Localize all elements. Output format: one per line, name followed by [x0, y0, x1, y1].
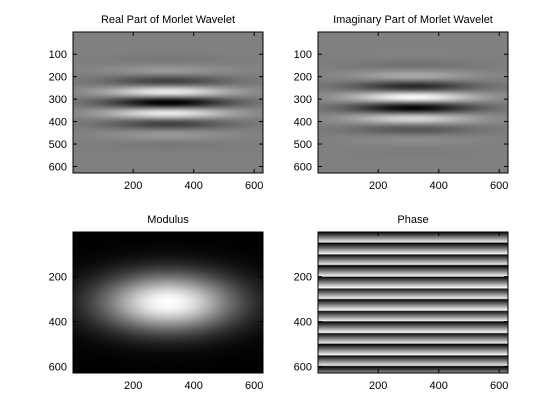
y-tick-label: 600 — [49, 361, 67, 373]
axes-frame — [72, 231, 264, 374]
subplot-title: Modulus — [147, 214, 189, 226]
x-tick-label: 600 — [245, 380, 263, 392]
x-tick-label: 200 — [124, 380, 142, 392]
subplot-title: Real Part of Morlet Wavelet — [101, 14, 235, 26]
y-tick-label: 600 — [294, 361, 312, 373]
subplot-2: Imaginary Part of Morlet Wavelet 200 400 60… — [294, 14, 509, 192]
subplot-title: Phase — [397, 214, 428, 226]
y-tick-label: 500 — [294, 139, 312, 151]
axes-frame — [72, 31, 264, 174]
axes-frame — [317, 31, 509, 174]
y-tick-label: 100 — [49, 49, 67, 61]
x-tick-label: 400 — [430, 180, 448, 192]
y-tick-label: 200 — [294, 72, 312, 84]
subplot-3: Modulus 200 400 600 200 400 600 — [49, 214, 264, 392]
y-tick-label: 400 — [49, 117, 67, 129]
x-tick-label: 600 — [245, 180, 263, 192]
y-tick-label: 200 — [294, 272, 312, 284]
y-tick-label: 200 — [49, 272, 67, 284]
subplot-title: Imaginary Part of Morlet Wavelet — [333, 14, 493, 26]
x-tick-label: 200 — [124, 180, 142, 192]
subplot-1: Real Part of Morlet Wavelet 200 400 600 100 2… — [49, 14, 264, 192]
y-tick-label: 400 — [294, 117, 312, 129]
y-tick-label: 500 — [49, 139, 67, 151]
x-tick-label: 400 — [185, 380, 203, 392]
x-tick-label: 200 — [369, 380, 387, 392]
y-tick-label: 300 — [294, 94, 312, 106]
axes-frame — [317, 231, 509, 374]
y-tick-label: 400 — [49, 317, 67, 329]
subplot-4: Phase 200 400 600 200 400 600 — [294, 214, 509, 392]
heatmap-image — [73, 32, 263, 173]
x-tick-label: 600 — [490, 380, 508, 392]
x-tick-label: 200 — [369, 180, 387, 192]
y-tick-label: 200 — [49, 72, 67, 84]
y-tick-label: 400 — [294, 317, 312, 329]
y-tick-label: 600 — [49, 161, 67, 173]
y-tick-label: 100 — [294, 49, 312, 61]
heatmap-image — [318, 232, 508, 373]
x-tick-label: 600 — [490, 180, 508, 192]
heatmap-image — [73, 232, 263, 373]
x-tick-label: 400 — [185, 180, 203, 192]
y-tick-label: 300 — [49, 94, 67, 106]
x-tick-label: 400 — [430, 380, 448, 392]
y-tick-label: 600 — [294, 161, 312, 173]
heatmap-image — [318, 32, 508, 173]
